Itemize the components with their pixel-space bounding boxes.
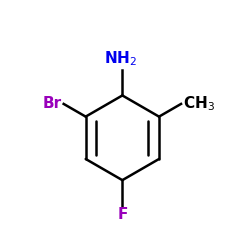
Text: F: F bbox=[117, 208, 128, 222]
Text: Br: Br bbox=[42, 96, 62, 112]
Text: CH$_3$: CH$_3$ bbox=[183, 94, 215, 113]
Text: NH$_2$: NH$_2$ bbox=[104, 50, 137, 68]
